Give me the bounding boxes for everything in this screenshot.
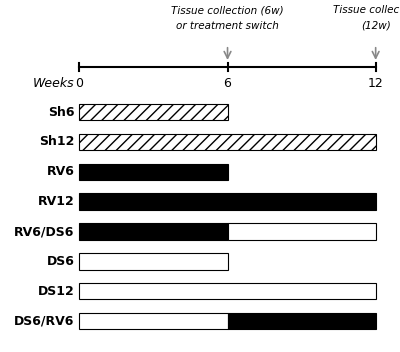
Text: Weeks: Weeks: [33, 77, 74, 90]
Text: (12w): (12w): [361, 21, 390, 31]
Text: Sh12: Sh12: [39, 136, 74, 149]
Text: RV12: RV12: [38, 195, 74, 208]
Text: 12: 12: [368, 77, 384, 90]
Bar: [80, 313, 228, 329]
Bar: [228, 313, 376, 329]
Bar: [228, 223, 376, 240]
Bar: [80, 104, 228, 120]
Text: Tissue collection (6w): Tissue collection (6w): [171, 5, 284, 15]
Text: Tissue collection: Tissue collection: [332, 5, 400, 15]
Text: 6: 6: [224, 77, 232, 90]
Bar: [80, 134, 376, 150]
Text: RV6: RV6: [46, 165, 74, 178]
Bar: [80, 223, 228, 240]
Bar: [80, 194, 376, 210]
Text: DS12: DS12: [38, 285, 74, 298]
Bar: [80, 253, 228, 270]
Bar: [80, 283, 376, 300]
Text: Sh6: Sh6: [48, 106, 74, 119]
Text: 0: 0: [76, 77, 84, 90]
Text: DS6/RV6: DS6/RV6: [14, 315, 74, 328]
Text: or treatment switch: or treatment switch: [176, 21, 279, 31]
Text: DS6: DS6: [46, 255, 74, 268]
Bar: [80, 164, 228, 180]
Text: RV6/DS6: RV6/DS6: [14, 225, 74, 238]
